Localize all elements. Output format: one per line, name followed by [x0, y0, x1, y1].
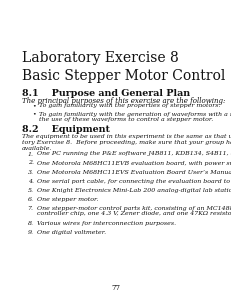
Text: •: • [32, 112, 36, 117]
Text: One Motorola M68HC11EVS Evaluation Board User’s Manual.: One Motorola M68HC11EVS Evaluation Board… [37, 169, 231, 175]
Text: •: • [32, 103, 36, 109]
Text: 2.: 2. [28, 160, 34, 166]
Text: 6.: 6. [28, 196, 34, 202]
Text: 5.: 5. [28, 188, 34, 193]
Text: 3.: 3. [28, 169, 34, 175]
Text: Various wires for interconnection purposes.: Various wires for interconnection purpos… [37, 220, 176, 226]
Text: One stepper motor.: One stepper motor. [37, 196, 98, 202]
Text: 1.: 1. [28, 152, 34, 157]
Text: Basic Stepper Motor Control: Basic Stepper Motor Control [22, 69, 225, 83]
Text: The principal purposes of this exercise are the following:: The principal purposes of this exercise … [22, 97, 225, 105]
Text: 4.: 4. [28, 178, 34, 184]
Text: One Motorola M68HC11EVB evaluation board, with power supply.: One Motorola M68HC11EVB evaluation board… [37, 160, 231, 166]
Text: One stepper-motor control parts kit, consisting of an MC1488F stepper motor
cont: One stepper-motor control parts kit, con… [37, 206, 231, 216]
Text: One Knight Electronics Mini-Lab 200 analog-digital lab station.: One Knight Electronics Mini-Lab 200 anal… [37, 188, 231, 193]
Text: One serial port cable, for connecting the evaluation board to the PC.: One serial port cable, for connecting th… [37, 178, 231, 184]
Text: 8.2    Equipment: 8.2 Equipment [22, 125, 110, 134]
Text: One PC running the P&E software J4B811, KDB134, S4B11, and D4B11.: One PC running the P&E software J4B811, … [37, 152, 231, 157]
Text: One digital voltmeter.: One digital voltmeter. [37, 230, 106, 235]
Text: 8.1    Purpose and General Plan: 8.1 Purpose and General Plan [22, 88, 190, 98]
Text: 77: 77 [111, 284, 120, 292]
Text: 8.: 8. [28, 220, 34, 226]
Text: 9.: 9. [28, 230, 34, 235]
Text: The equipment to be used in this experiment is the same as that used in Labora-
: The equipment to be used in this experim… [22, 134, 231, 151]
Text: Laboratory Exercise 8: Laboratory Exercise 8 [22, 51, 179, 65]
Text: 7.: 7. [28, 206, 34, 211]
Text: To gain familiarity with the generation of waveforms with a microcontroller, and: To gain familiarity with the generation … [39, 112, 231, 122]
Text: To gain familiarity with the properties of stepper motors.: To gain familiarity with the properties … [39, 103, 220, 109]
